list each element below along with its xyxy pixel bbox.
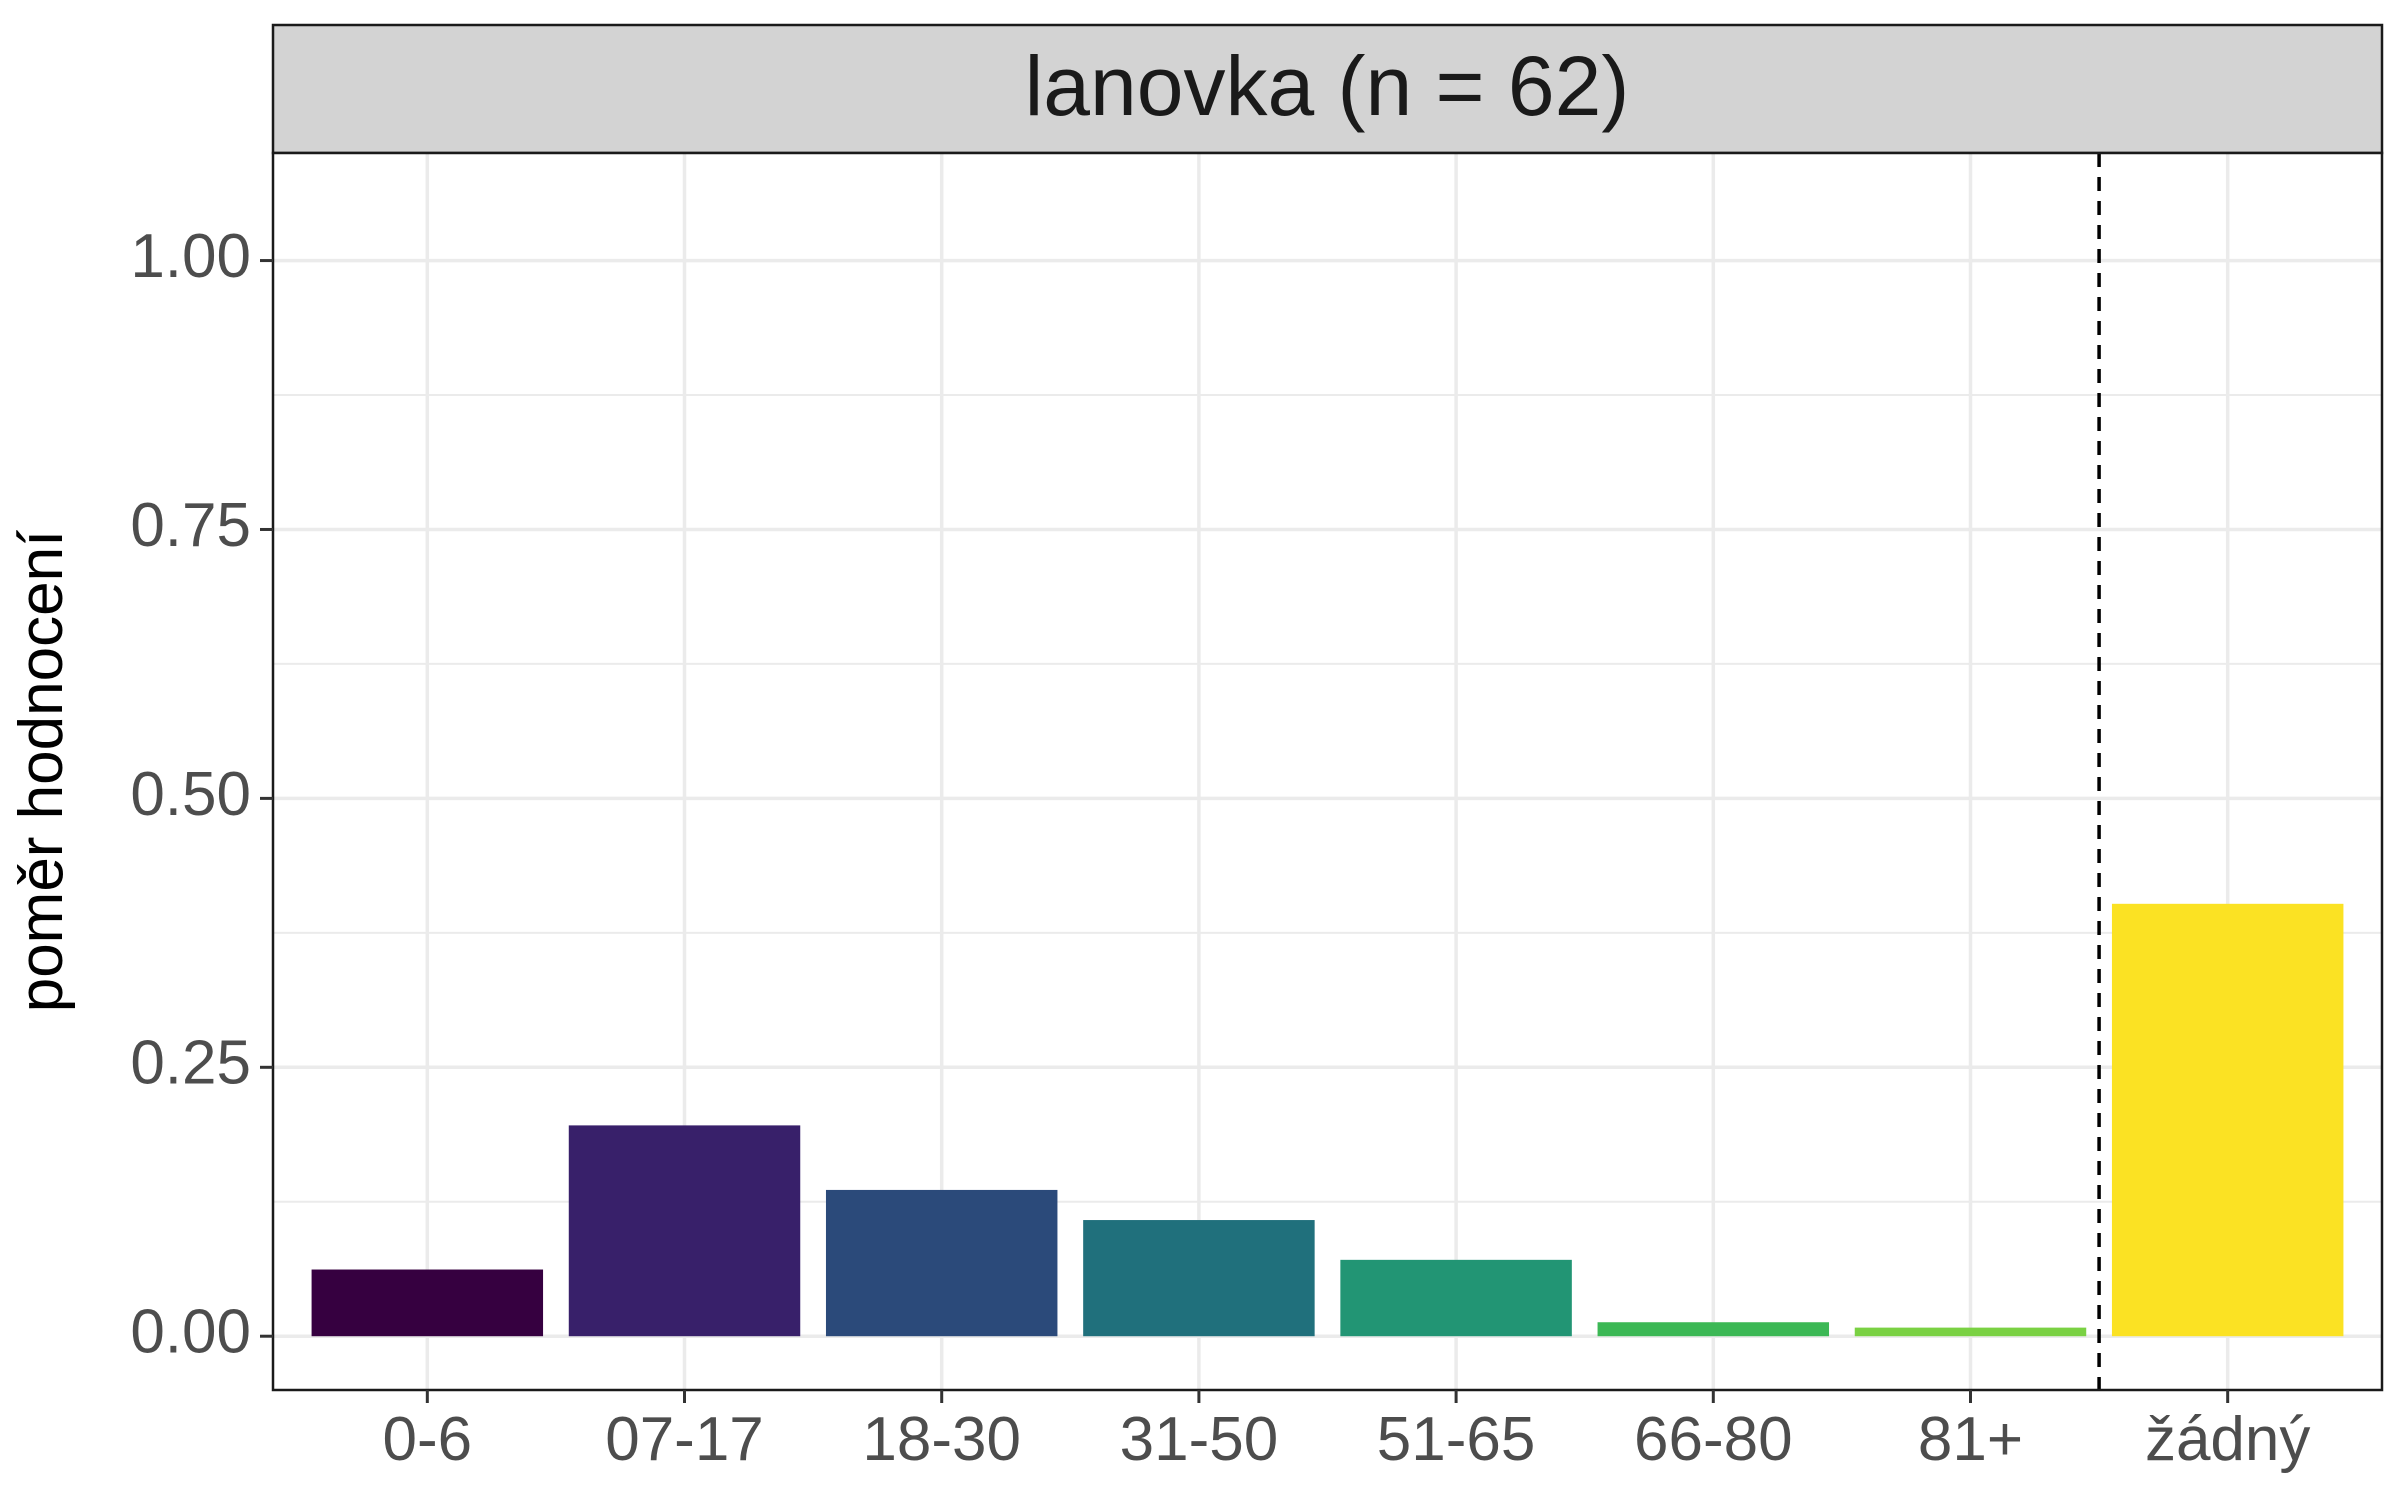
panel-border <box>271 151 2384 1392</box>
bars <box>311 903 2344 1337</box>
x-tick-label: 66-80 <box>1634 1405 1793 1474</box>
x-tick-label: 31-50 <box>1120 1405 1279 1474</box>
bar-51-65 <box>1340 1259 1572 1337</box>
x-axis: 0-6 07-17 18-30 31-50 51-65 66-80 81+ žádný <box>383 1390 2310 1474</box>
grid <box>273 153 2382 1390</box>
y-tick-label: 0.75 <box>130 491 251 560</box>
y-axis-label: poměr hodnocení <box>7 530 76 1013</box>
x-tick-label: žádný <box>2145 1405 2310 1474</box>
bar-07-17 <box>568 1125 801 1337</box>
y-tick-label: 1.00 <box>130 222 251 291</box>
y-tick-label: 0.25 <box>130 1029 251 1098</box>
y-tick-label: 0.50 <box>130 760 251 829</box>
x-tick-label: 51-65 <box>1377 1405 1536 1474</box>
bar-31-50 <box>1083 1220 1315 1337</box>
x-tick-label: 07-17 <box>605 1405 764 1474</box>
bar-81+ <box>1854 1327 2087 1337</box>
y-tick-label: 0.00 <box>130 1298 251 1367</box>
facet-title: lanovka (n = 62) <box>1025 39 1630 133</box>
y-axis: 0.00 0.25 0.50 0.75 1.00 <box>130 222 273 1367</box>
bar-žádný <box>2111 903 2344 1337</box>
x-tick-label: 0-6 <box>383 1405 473 1474</box>
bar-0-6 <box>311 1269 544 1337</box>
facet-strip <box>271 23 2384 155</box>
x-tick-label: 81+ <box>1918 1405 2023 1474</box>
x-tick-label: 18-30 <box>862 1405 1021 1474</box>
bar-18-30 <box>825 1189 1058 1337</box>
bar-66-80 <box>1597 1322 1830 1337</box>
